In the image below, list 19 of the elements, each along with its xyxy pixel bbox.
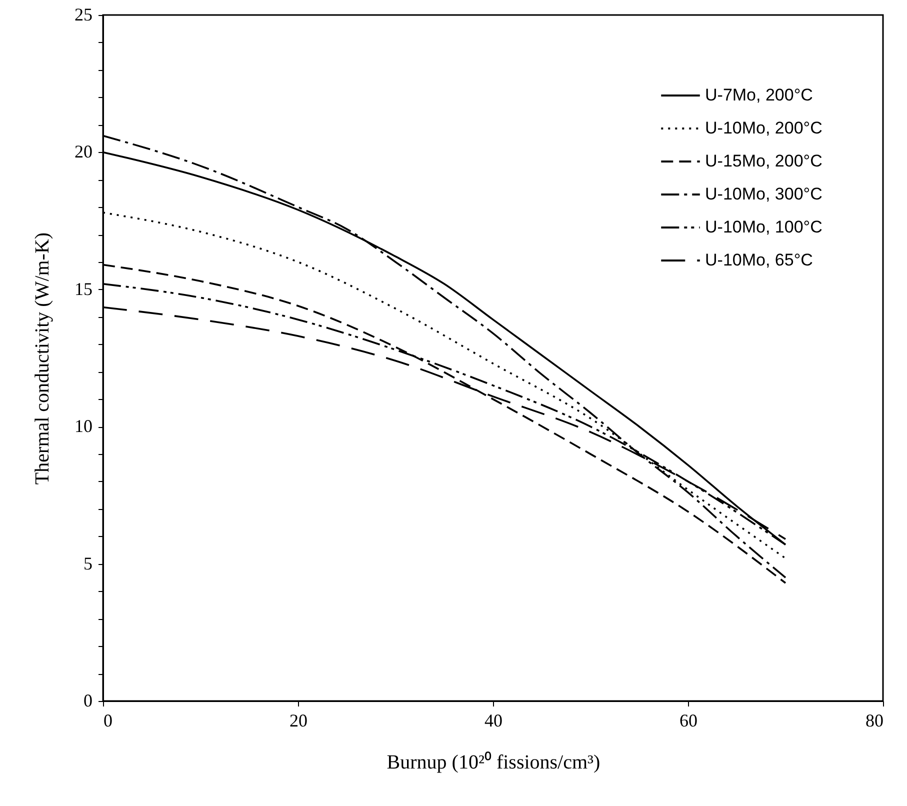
- y-tick-label: 5: [84, 553, 92, 574]
- legend-label: U-10Mo, 65°C: [705, 250, 813, 270]
- x-tick-label: 20: [290, 710, 308, 730]
- y-tick-label: 25: [74, 4, 92, 24]
- y-axis-title: Thermal conductivity (W/m-K): [32, 232, 54, 485]
- legend-label: U-10Mo, 300°C: [705, 184, 822, 204]
- legend-label: U-7Mo, 200°C: [705, 86, 813, 104]
- legend-label: U-10Mo, 200°C: [705, 118, 822, 138]
- x-tick-label: 40: [484, 710, 502, 730]
- x-tick-label: 0: [104, 710, 112, 730]
- y-tick-label: 0: [84, 690, 92, 710]
- legend-label: U-15Mo, 200°C: [705, 152, 822, 170]
- x-axis-title: Burnup (10²⁰ fissions/cm³): [386, 750, 600, 774]
- y-tick-label: 15: [74, 278, 92, 299]
- y-tick-label: 20: [74, 142, 92, 162]
- legend-label: U-10Mo, 100°C: [705, 218, 822, 236]
- x-tick-label: 80: [866, 710, 884, 730]
- y-tick-label: 10: [74, 416, 92, 436]
- x-tick-label: 60: [680, 710, 698, 730]
